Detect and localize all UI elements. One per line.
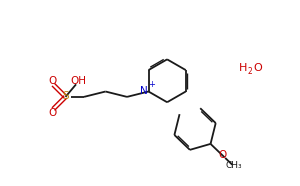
Text: O: O	[218, 150, 226, 160]
Text: +: +	[149, 81, 155, 89]
Text: O: O	[49, 76, 57, 86]
Text: CH₃: CH₃	[225, 161, 242, 171]
Text: 2: 2	[248, 67, 253, 76]
Text: S: S	[62, 91, 69, 101]
Text: O: O	[253, 63, 262, 73]
Text: OH: OH	[70, 76, 86, 86]
Text: H: H	[239, 63, 247, 73]
Text: N: N	[140, 86, 147, 96]
Text: O: O	[49, 108, 57, 118]
